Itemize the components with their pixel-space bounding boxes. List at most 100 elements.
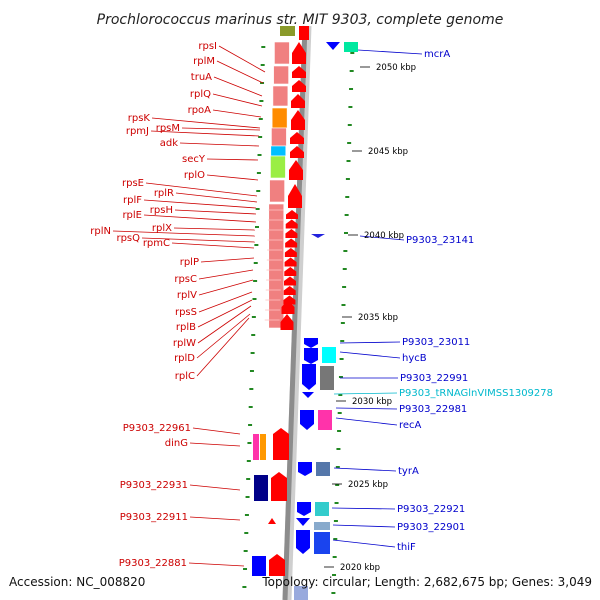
label-leader [143,214,257,223]
gene-layer [252,26,358,600]
gene-block [314,532,330,554]
gene-block [320,366,334,390]
gene-block [272,85,289,107]
gene-label: rplF [123,195,142,206]
label-leader [333,392,398,395]
gene-arrow [281,300,295,314]
label-leader [181,127,261,131]
gene-label: P9303_22911 [120,512,188,523]
gene-arrow [292,66,306,78]
label-leader [112,230,256,237]
tick-dash [251,316,256,318]
tick-dash [340,322,345,324]
gene-label: rplC [175,371,195,382]
tick-dash [332,556,337,558]
tick-dash [342,268,347,270]
gene-arrow [296,518,310,526]
gene-label: rplB [176,322,196,333]
gene-block [269,179,285,203]
gene-arrow [273,428,289,460]
label-leader [197,305,252,344]
tick-dash [337,412,342,414]
gene-block [271,127,287,147]
tick-dash [260,64,265,66]
gene-arrow [285,219,298,229]
gene-label: rplV [177,290,197,301]
gene-label: secY [182,154,206,165]
gene-arrow [269,554,285,576]
tick-dash [248,406,253,408]
label-leader [200,257,255,263]
gene-label: P9303_22981 [399,404,467,415]
tick-dash [249,370,254,372]
tick-dash [346,160,351,162]
gene-arrow [284,276,297,286]
tick-dash [331,592,336,594]
tick-dash [255,208,260,210]
gene-label: P9303_22931 [120,480,188,491]
scale-layer: 2050 kbp 2045 kbp 2040 kbp 2035 kbp 2030 kbp… [324,63,416,573]
tick-dash [337,430,342,432]
tick-dash [333,520,338,522]
tick-dash [340,340,345,342]
gene-label: rpmC [143,238,170,249]
scale-label: 2020 kbp [340,563,380,573]
tick-dash [333,538,338,540]
gene-arrow [302,392,314,398]
map-title: Prochlorococcus marinus str. MIT 9303, c… [97,12,504,28]
gene-arrow [292,42,306,64]
gene-label: rpsC [174,274,197,285]
label-leader [216,60,264,84]
gene-label: rplW [173,338,196,349]
gene-label: rpsE [122,178,144,189]
gene-label: P9303_22881 [119,558,187,569]
tick-dash [259,100,264,102]
label-leader [218,45,266,73]
gene-label: rpsI [198,41,217,52]
tick-dash [335,484,340,486]
label-leader [331,507,396,510]
gene-arrow [300,410,314,430]
gene-label: rplE [122,210,142,221]
tick-dash [347,124,352,126]
gene-arrow [284,257,297,267]
label-leader [143,199,257,209]
gene-block [314,522,330,530]
label-leader [192,427,241,435]
gene-label: adk [160,138,178,149]
gene-arrow [271,472,287,501]
label-leader [141,237,256,243]
gene-label: hycB [402,353,427,364]
label-leader [332,524,396,528]
scale-label: 2025 kbp [348,480,388,490]
gene-arrow [284,267,297,276]
tick-dash [349,70,354,72]
gene-arrow [304,348,318,364]
scale-label: 2030 kbp [352,397,392,407]
tick-dash [334,502,339,504]
tick-dash [254,244,259,246]
tick-dash [253,280,258,282]
gene-label: rplR [154,188,174,199]
gene-label: tyrA [398,466,419,477]
gene-label: P9303_tRNAGlnVIMSS1309278 [399,388,553,399]
tick-dash [248,424,253,426]
gene-block [252,556,266,576]
label-leader [206,158,259,161]
tick-dash [341,304,346,306]
gene-arrow [285,238,298,248]
tick-dash [347,142,352,144]
tick-dash [338,394,343,396]
gene-arrow [311,234,325,238]
gene-arrow [326,42,340,50]
tick-dash [345,178,350,180]
tick-dash [260,82,265,84]
scale-label: 2045 kbp [368,147,408,157]
tick-dash [249,388,254,390]
label-leader [332,539,396,548]
label-leader [189,516,241,521]
gene-label: thiF [397,542,416,553]
label-leader [179,142,260,147]
label-leader [335,417,398,426]
tick-dash [256,172,261,174]
